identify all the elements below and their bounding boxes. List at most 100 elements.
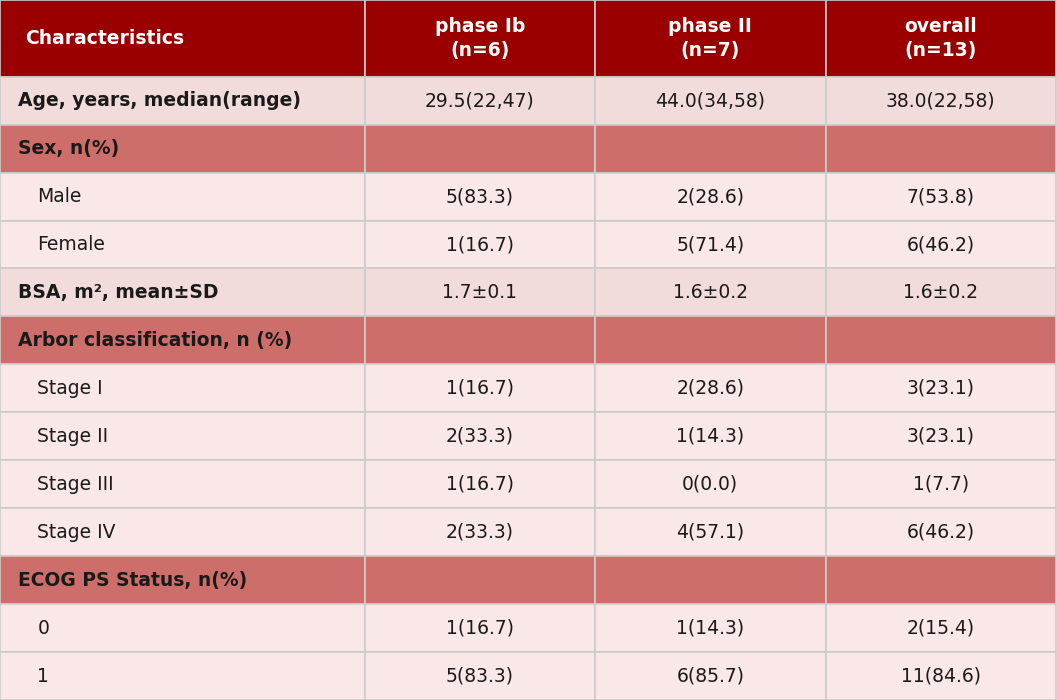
Bar bbox=[595, 508, 826, 556]
Text: 5(71.4): 5(71.4) bbox=[676, 235, 744, 254]
Bar bbox=[365, 0, 595, 77]
Bar bbox=[826, 316, 1056, 365]
Bar bbox=[0, 652, 365, 700]
Text: 1.6±0.2: 1.6±0.2 bbox=[673, 283, 747, 302]
Text: Female: Female bbox=[37, 235, 105, 254]
Bar bbox=[826, 365, 1056, 412]
Text: 1.7±0.1: 1.7±0.1 bbox=[443, 283, 517, 302]
Text: 2(28.6): 2(28.6) bbox=[676, 379, 744, 398]
Bar bbox=[826, 173, 1056, 220]
Bar bbox=[0, 412, 365, 461]
Text: 5(83.3): 5(83.3) bbox=[446, 187, 514, 206]
Bar bbox=[826, 556, 1056, 604]
Bar bbox=[365, 316, 595, 365]
Bar bbox=[365, 652, 595, 700]
Bar bbox=[595, 461, 826, 508]
Text: 0(0.0): 0(0.0) bbox=[682, 475, 739, 493]
Bar bbox=[826, 220, 1056, 269]
Bar bbox=[595, 77, 826, 125]
Bar bbox=[595, 0, 826, 77]
Text: 11(84.6): 11(84.6) bbox=[901, 666, 981, 685]
Bar bbox=[826, 461, 1056, 508]
Text: 6(85.7): 6(85.7) bbox=[676, 666, 744, 685]
Text: BSA, m², mean±SD: BSA, m², mean±SD bbox=[18, 283, 219, 302]
Bar bbox=[826, 604, 1056, 652]
Text: 0: 0 bbox=[37, 619, 49, 638]
Bar bbox=[826, 77, 1056, 125]
Text: 1(7.7): 1(7.7) bbox=[912, 475, 969, 493]
Bar bbox=[0, 316, 365, 365]
Bar bbox=[826, 0, 1056, 77]
Bar bbox=[365, 365, 595, 412]
Bar bbox=[365, 125, 595, 173]
Bar bbox=[595, 604, 826, 652]
Bar bbox=[826, 125, 1056, 173]
Bar bbox=[365, 461, 595, 508]
Bar bbox=[826, 412, 1056, 461]
Bar bbox=[826, 652, 1056, 700]
Text: 2(15.4): 2(15.4) bbox=[907, 619, 975, 638]
Bar bbox=[595, 125, 826, 173]
Text: Stage I: Stage I bbox=[37, 379, 103, 398]
Text: phase Ib
(n=6): phase Ib (n=6) bbox=[434, 17, 525, 60]
Bar bbox=[365, 77, 595, 125]
Bar bbox=[0, 0, 365, 77]
Bar bbox=[365, 604, 595, 652]
Bar bbox=[0, 365, 365, 412]
Bar bbox=[595, 173, 826, 220]
Bar bbox=[365, 412, 595, 461]
Bar bbox=[0, 125, 365, 173]
Text: Stage II: Stage II bbox=[37, 427, 109, 446]
Bar bbox=[0, 508, 365, 556]
Text: 5(83.3): 5(83.3) bbox=[446, 666, 514, 685]
Text: Stage IV: Stage IV bbox=[37, 523, 116, 542]
Bar bbox=[0, 269, 365, 316]
Text: 29.5(22,47): 29.5(22,47) bbox=[425, 91, 535, 110]
Bar bbox=[826, 269, 1056, 316]
Bar bbox=[595, 269, 826, 316]
Bar bbox=[0, 77, 365, 125]
Bar bbox=[365, 508, 595, 556]
Bar bbox=[0, 173, 365, 220]
Text: Male: Male bbox=[37, 187, 81, 206]
Text: 2(33.3): 2(33.3) bbox=[446, 523, 514, 542]
Bar bbox=[826, 508, 1056, 556]
Text: 38.0(22,58): 38.0(22,58) bbox=[886, 91, 996, 110]
Text: 1(16.7): 1(16.7) bbox=[446, 475, 514, 493]
Bar bbox=[0, 220, 365, 269]
Bar bbox=[365, 173, 595, 220]
Text: phase II
(n=7): phase II (n=7) bbox=[668, 17, 753, 60]
Text: Stage III: Stage III bbox=[37, 475, 114, 493]
Text: 1.6±0.2: 1.6±0.2 bbox=[904, 283, 978, 302]
Text: 6(46.2): 6(46.2) bbox=[907, 523, 975, 542]
Text: Sex, n(%): Sex, n(%) bbox=[18, 139, 119, 158]
Bar bbox=[595, 556, 826, 604]
Text: 1(14.3): 1(14.3) bbox=[676, 619, 744, 638]
Bar bbox=[365, 220, 595, 269]
Text: 7(53.8): 7(53.8) bbox=[907, 187, 975, 206]
Text: 4(57.1): 4(57.1) bbox=[676, 523, 744, 542]
Text: 2(33.3): 2(33.3) bbox=[446, 427, 514, 446]
Bar bbox=[365, 269, 595, 316]
Text: ECOG PS Status, n(%): ECOG PS Status, n(%) bbox=[18, 570, 247, 589]
Bar bbox=[0, 461, 365, 508]
Bar bbox=[595, 220, 826, 269]
Text: 3(23.1): 3(23.1) bbox=[907, 427, 975, 446]
Text: 6(46.2): 6(46.2) bbox=[907, 235, 975, 254]
Bar bbox=[365, 556, 595, 604]
Bar bbox=[595, 365, 826, 412]
Text: Age, years, median(range): Age, years, median(range) bbox=[18, 91, 301, 110]
Text: 1(16.7): 1(16.7) bbox=[446, 379, 514, 398]
Text: 3(23.1): 3(23.1) bbox=[907, 379, 975, 398]
Bar bbox=[595, 652, 826, 700]
Text: 1(16.7): 1(16.7) bbox=[446, 619, 514, 638]
Text: 1: 1 bbox=[37, 666, 49, 685]
Text: 1(14.3): 1(14.3) bbox=[676, 427, 744, 446]
Text: 44.0(34,58): 44.0(34,58) bbox=[655, 91, 765, 110]
Bar bbox=[0, 604, 365, 652]
Bar bbox=[595, 412, 826, 461]
Text: 2(28.6): 2(28.6) bbox=[676, 187, 744, 206]
Bar bbox=[595, 316, 826, 365]
Text: overall
(n=13): overall (n=13) bbox=[905, 17, 977, 60]
Text: 1(16.7): 1(16.7) bbox=[446, 235, 514, 254]
